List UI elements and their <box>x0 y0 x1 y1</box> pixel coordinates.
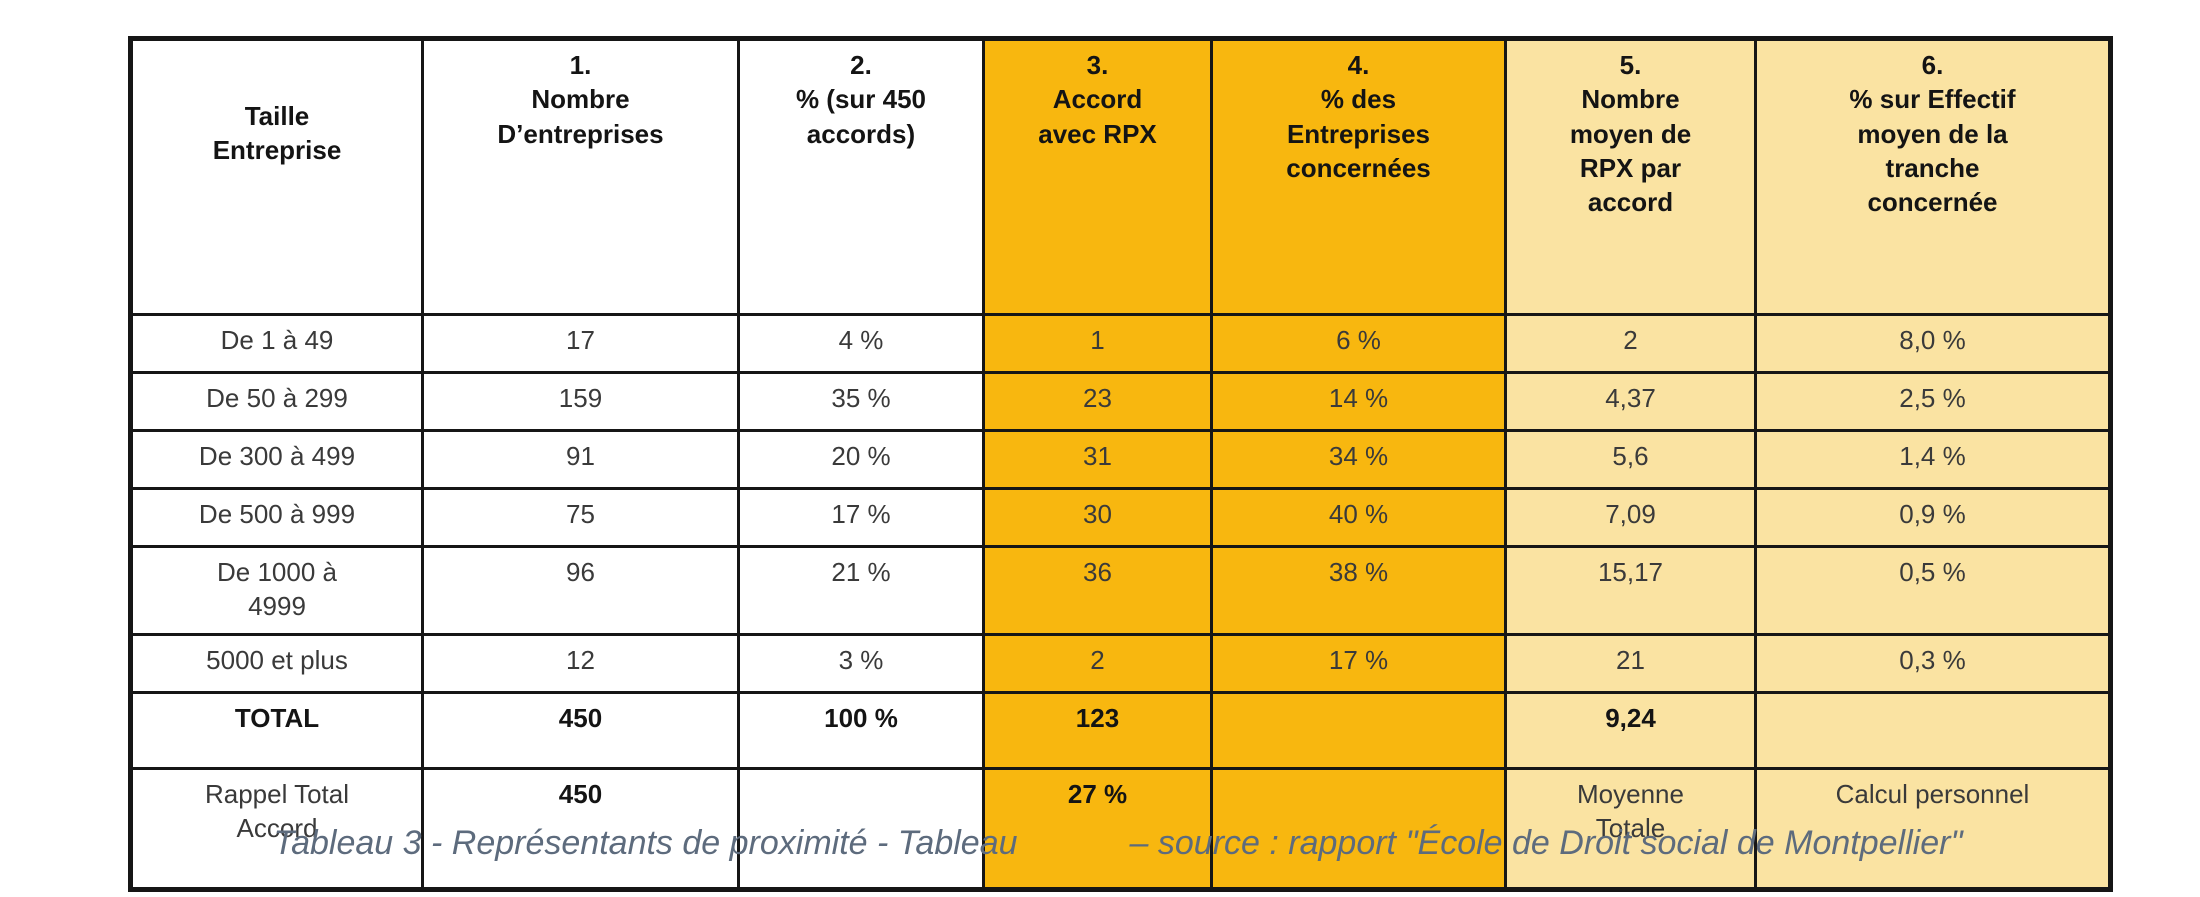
cell-accord-rpx: 2 <box>982 633 1213 694</box>
header-cell-pct-450-accords: 2. % (sur 450 accords) <box>737 37 985 316</box>
cell-moyen-rpx: 9,24 <box>1504 691 1757 770</box>
header-row: Taille Entreprise 1. Nombre D’entreprise… <box>129 37 2112 316</box>
cell-accord-rpx: 23 <box>982 371 1213 432</box>
cell-pct-accords: 21 % <box>737 545 985 636</box>
cell-nombre: 12 <box>421 633 740 694</box>
cell-pct-effectif: 0,3 % <box>1754 633 2112 694</box>
cell-pct-accords: 4 % <box>737 313 985 374</box>
cell-accord-rpx: 30 <box>982 487 1213 548</box>
cell-nombre: 450 <box>421 767 740 891</box>
cell-pct-effectif: 0,9 % <box>1754 487 2112 548</box>
cell-moyen-rpx: 5,6 <box>1504 429 1757 490</box>
cell-moyen-rpx: 7,09 <box>1504 487 1757 548</box>
row-label: De 300 à 499 <box>129 429 424 490</box>
cell-accord-rpx: 31 <box>982 429 1213 490</box>
table-row-5000-et-plus: 5000 et plus 12 3 % 2 17 % 21 0,3 % <box>129 633 2112 694</box>
cell-pct-concernees: 14 % <box>1210 371 1507 432</box>
cell-pct-concernees: 17 % <box>1210 633 1507 694</box>
cell-pct-concernees <box>1210 767 1507 891</box>
cell-pct-accords: 35 % <box>737 371 985 432</box>
cell-moyen-rpx: 4,37 <box>1504 371 1757 432</box>
table-row-de-50-a-299: De 50 à 299 159 35 % 23 14 % 4,37 2,5 % <box>129 371 2112 432</box>
cell-pct-effectif <box>1754 691 2112 770</box>
row-label: De 50 à 299 <box>129 371 424 432</box>
table-row-de-1-a-49: De 1 à 49 17 4 % 1 6 % 2 8,0 % <box>129 313 2112 374</box>
table-caption: Tableau 3 - Représentants de proximité -… <box>128 824 2108 863</box>
header-cell-pct-effectif-moyen: 6. % sur Effectif moyen de la tranche co… <box>1754 37 2112 316</box>
table-row-de-300-a-499: De 300 à 499 91 20 % 31 34 % 5,6 1,4 % <box>129 429 2112 490</box>
header-cell-taille-entreprise: Taille Entreprise <box>129 37 424 316</box>
cell-accord-rpx: 27 % <box>982 767 1213 891</box>
cell-pct-effectif: 1,4 % <box>1754 429 2112 490</box>
cell-nombre: 96 <box>421 545 740 636</box>
row-label: De 500 à 999 <box>129 487 424 548</box>
cell-pct-concernees: 34 % <box>1210 429 1507 490</box>
cell-accord-rpx: 123 <box>982 691 1213 770</box>
rpx-table: Taille Entreprise 1. Nombre D’entreprise… <box>128 36 2113 892</box>
cell-pct-accords <box>737 767 985 891</box>
cell-pct-effectif: 8,0 % <box>1754 313 2112 374</box>
header-cell-accord-avec-rpx: 3. Accord avec RPX <box>982 37 1213 316</box>
cell-moyen-rpx: 2 <box>1504 313 1757 374</box>
cell-pct-accords: 20 % <box>737 429 985 490</box>
cell-pct-accords: 100 % <box>737 691 985 770</box>
cell-moyen-rpx: Moyenne Totale <box>1504 767 1757 891</box>
cell-pct-accords: 17 % <box>737 487 985 548</box>
cell-accord-rpx: 36 <box>982 545 1213 636</box>
caption-left-text: Tableau 3 - Représentants de proximité -… <box>273 824 1018 862</box>
header-cell-pct-entreprises-concernees: 4. % des Entreprises concernées <box>1210 37 1507 316</box>
row-label: Rappel Total Accord <box>129 767 424 891</box>
cell-pct-effectif: 0,5 % <box>1754 545 2112 636</box>
row-label: 5000 et plus <box>129 633 424 694</box>
caption-source-text: – source : rapport "École de Droit socia… <box>1129 824 1963 862</box>
cell-moyen-rpx: 15,17 <box>1504 545 1757 636</box>
cell-pct-concernees: 38 % <box>1210 545 1507 636</box>
cell-pct-accords: 3 % <box>737 633 985 694</box>
cell-nombre: 75 <box>421 487 740 548</box>
table-row-de-1000-a-4999: De 1000 à 4999 96 21 % 36 38 % 15,17 0,5… <box>129 545 2112 636</box>
row-label: De 1000 à 4999 <box>129 545 424 636</box>
cell-nombre: 450 <box>421 691 740 770</box>
row-label: De 1 à 49 <box>129 313 424 374</box>
cell-nombre: 17 <box>421 313 740 374</box>
header-cell-nombre-entreprises: 1. Nombre D’entreprises <box>421 37 740 316</box>
table-row-rappel-total-accord: Rappel Total Accord 450 27 % Moyenne Tot… <box>129 767 2112 891</box>
header-cell-nombre-moyen-rpx: 5. Nombre moyen de RPX par accord <box>1504 37 1757 316</box>
table-row-de-500-a-999: De 500 à 999 75 17 % 30 40 % 7,09 0,9 % <box>129 487 2112 548</box>
cell-pct-concernees: 6 % <box>1210 313 1507 374</box>
cell-pct-effectif: 2,5 % <box>1754 371 2112 432</box>
cell-moyen-rpx: 21 <box>1504 633 1757 694</box>
cell-nombre: 159 <box>421 371 740 432</box>
cell-pct-effectif: Calcul personnel <box>1754 767 2112 891</box>
cell-pct-concernees <box>1210 691 1507 770</box>
cell-pct-concernees: 40 % <box>1210 487 1507 548</box>
cell-accord-rpx: 1 <box>982 313 1213 374</box>
table-row-total: TOTAL 450 100 % 123 9,24 <box>129 691 2112 770</box>
row-label: TOTAL <box>129 691 424 770</box>
cell-nombre: 91 <box>421 429 740 490</box>
